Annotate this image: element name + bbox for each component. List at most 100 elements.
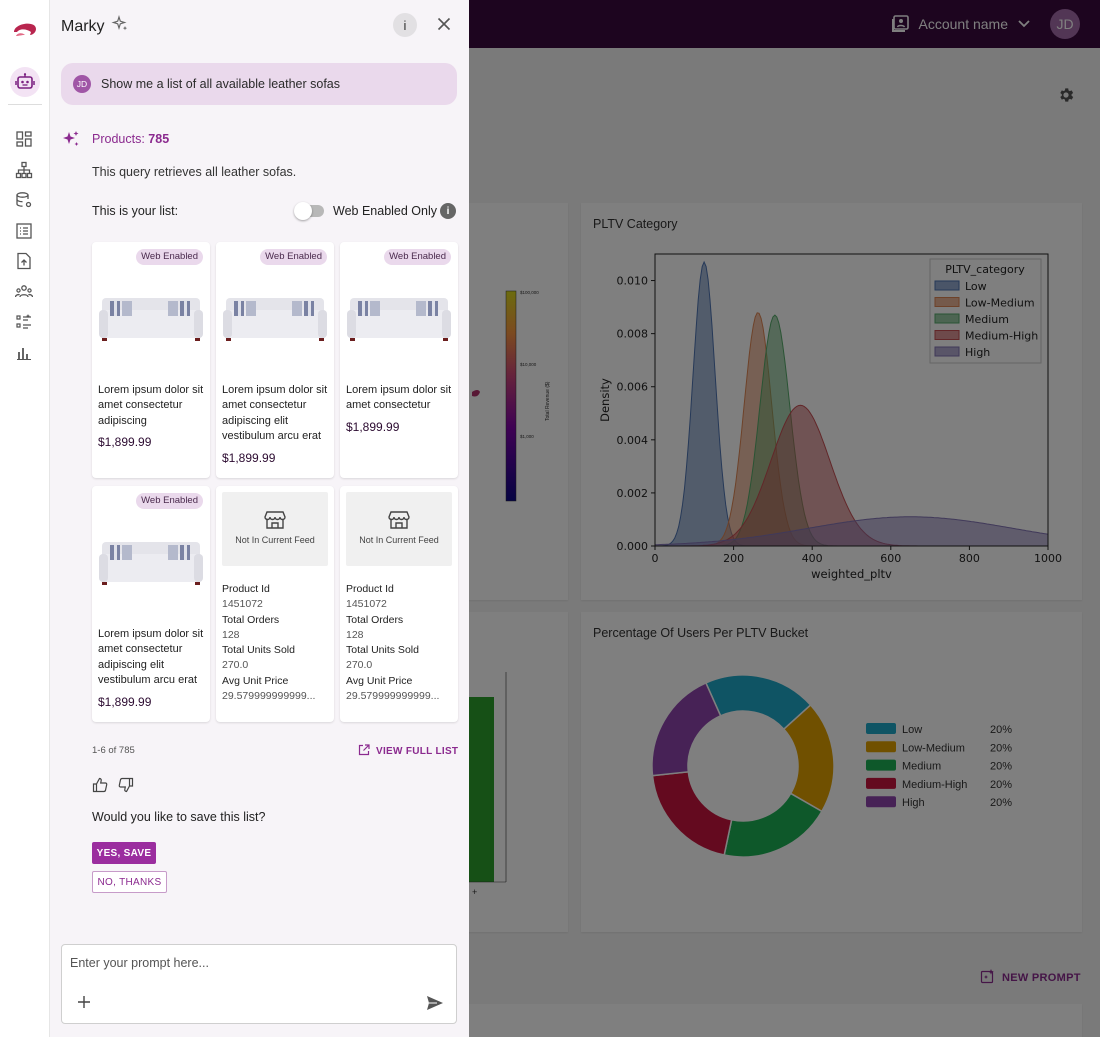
- legend-label: Low: [902, 724, 922, 736]
- info-button[interactable]: i: [393, 13, 417, 37]
- product-card[interactable]: Web Enabled Lorem ipsum dolor sit amet c…: [216, 242, 334, 478]
- units-label: Total Units Sold: [222, 644, 295, 657]
- query-description: This query retrieves all leather sofas.: [92, 165, 297, 179]
- product-title: Lorem ipsum dolor sit amet consectetur a…: [98, 628, 204, 686]
- chevron-down-icon: [1018, 20, 1030, 28]
- legend-value: 20%: [990, 724, 1012, 736]
- y-axis-label: Density: [598, 378, 612, 422]
- colorbar-label-high: $100,000: [520, 290, 539, 295]
- account-icon: [891, 15, 909, 33]
- legend-swatch: [934, 346, 960, 357]
- legend-swatch: [866, 723, 896, 734]
- new-prompt-label: NEW PROMPT: [1002, 971, 1081, 984]
- dashboard-icon[interactable]: [15, 130, 35, 150]
- thumbs-down-icon[interactable]: [118, 777, 134, 798]
- products-label: Products:: [92, 132, 145, 146]
- legend-swatch: [934, 330, 960, 340]
- yes-save-button[interactable]: YES, SAVE: [92, 842, 156, 864]
- product-card[interactable]: Web Enabled Lorem ipsum dolor sit amet c…: [92, 242, 210, 478]
- sofa-image: [98, 514, 204, 609]
- orders-label: Total Orders: [222, 613, 280, 626]
- add-attachment-icon[interactable]: [77, 995, 91, 1014]
- legend-swatch: [934, 280, 960, 291]
- list-icon[interactable]: [15, 222, 35, 242]
- units-value: 270.0: [222, 659, 249, 672]
- not-in-feed-placeholder: Not In Current Feed: [346, 492, 452, 566]
- legend-label: High: [902, 797, 925, 809]
- assistant-nav-item[interactable]: [10, 67, 40, 97]
- product-card[interactable]: Web Enabled Lorem ipsum dolor sit amet c…: [340, 242, 458, 478]
- donut-chart: Low 20% Low-Medium 20% Medium 20% Medium-High 2…: [651, 674, 1012, 858]
- revenue-colorbar: $100,000 $10,000 $1,000 Total Revenue ($…: [472, 290, 551, 502]
- list-label: This is your list:: [92, 204, 179, 218]
- y-tick-label: 0.006: [617, 381, 649, 394]
- storefront-icon: [388, 510, 410, 535]
- units-value: 270.0: [346, 659, 373, 672]
- bar-chart-card: +: [458, 612, 568, 932]
- new-prompt-button[interactable]: NEW PROMPT: [980, 968, 1081, 987]
- legend-label: Low-Medium: [965, 297, 1035, 310]
- x-tick-label: 0: [652, 552, 659, 565]
- donut-slice-high: [651, 681, 722, 777]
- brand-logo-icon[interactable]: [12, 15, 38, 41]
- user-message-text: Show me a list of all available leather …: [101, 77, 341, 91]
- pagination-info: 1-6 of 785: [92, 745, 135, 756]
- account-menu[interactable]: Account name JD: [891, 9, 1080, 39]
- legend-swatch: [866, 796, 896, 808]
- product-details: Product Id 1451072 Total Orders 128 Tota…: [222, 582, 330, 704]
- account-name: Account name: [918, 16, 1009, 32]
- chat-panel: Marky i JD Show me a list of all availab…: [50, 0, 469, 1037]
- product-title: Lorem ipsum dolor sit amet consectetur: [346, 384, 452, 412]
- products-count: Products: 785: [92, 132, 169, 146]
- avg-price-label: Avg Unit Price: [346, 674, 413, 687]
- database-settings-icon[interactable]: [15, 191, 35, 211]
- pltv-category-card: PLTV Category 0 200 400 600 800 1000 0.000 0.00…: [581, 203, 1082, 600]
- web-enabled-badge: Web Enabled: [384, 249, 451, 265]
- legend-label: Medium: [965, 313, 1009, 326]
- bottom-card: [458, 1004, 1082, 1037]
- product-price: $1,899.99: [98, 435, 152, 449]
- feedback-buttons: [92, 777, 134, 798]
- legend-swatch: [866, 759, 896, 771]
- close-icon[interactable]: [435, 15, 453, 33]
- colorbar-label-low: $1,000: [520, 434, 534, 439]
- panel-title: Marky: [61, 17, 105, 35]
- user-avatar[interactable]: JD: [1050, 9, 1080, 39]
- thumbs-up-icon[interactable]: [92, 777, 108, 798]
- legend-label: Medium-High: [902, 779, 967, 791]
- prompt-input[interactable]: [70, 953, 450, 973]
- audience-icon[interactable]: [14, 283, 35, 303]
- y-tick-label: 0.008: [617, 328, 649, 341]
- x-tick-label: 400: [802, 552, 823, 565]
- legend-label: Low: [965, 280, 987, 293]
- donut-slice-medium-high: [651, 770, 733, 856]
- legend-value: 20%: [990, 761, 1012, 773]
- send-icon[interactable]: [426, 995, 444, 1016]
- bar-chart-icon[interactable]: [15, 344, 35, 364]
- hierarchy-icon[interactable]: [15, 161, 35, 181]
- no-thanks-button[interactable]: NO, THANKS: [92, 871, 167, 893]
- revenue-scatter-card: $100,000 $10,000 $1,000 Total Revenue ($…: [458, 203, 568, 600]
- legend-value: 20%: [990, 779, 1012, 791]
- orders-label: Total Orders: [346, 613, 404, 626]
- legend-swatch: [866, 741, 896, 753]
- view-full-list-link[interactable]: VIEW FULL LIST: [358, 744, 458, 759]
- gear-icon[interactable]: [1057, 86, 1075, 109]
- product-title: Lorem ipsum dolor sit amet consectetur a…: [222, 384, 328, 442]
- x-tick-label: 1000: [1034, 552, 1062, 565]
- web-enabled-label: Web Enabled Only: [333, 204, 437, 218]
- product-card-no-feed[interactable]: Not In Current Feed Product Id 1451072 T…: [340, 486, 458, 722]
- bar-mark: [468, 697, 494, 882]
- segments-icon[interactable]: [15, 313, 35, 333]
- sofa-image: [222, 270, 328, 365]
- product-title: Lorem ipsum dolor sit amet consectetur a…: [98, 384, 204, 427]
- web-enabled-toggle[interactable]: [294, 202, 324, 220]
- upload-file-icon[interactable]: [15, 252, 35, 272]
- product-card[interactable]: Web Enabled Lorem ipsum dolor sit amet c…: [92, 486, 210, 722]
- product-card-no-feed[interactable]: Not In Current Feed Product Id 1451072 T…: [216, 486, 334, 722]
- view-full-label: VIEW FULL LIST: [376, 746, 459, 757]
- robot-icon: [15, 72, 35, 97]
- product-price: $1,899.99: [346, 420, 400, 434]
- sofa-image: [98, 270, 204, 365]
- info-icon[interactable]: i: [440, 203, 456, 219]
